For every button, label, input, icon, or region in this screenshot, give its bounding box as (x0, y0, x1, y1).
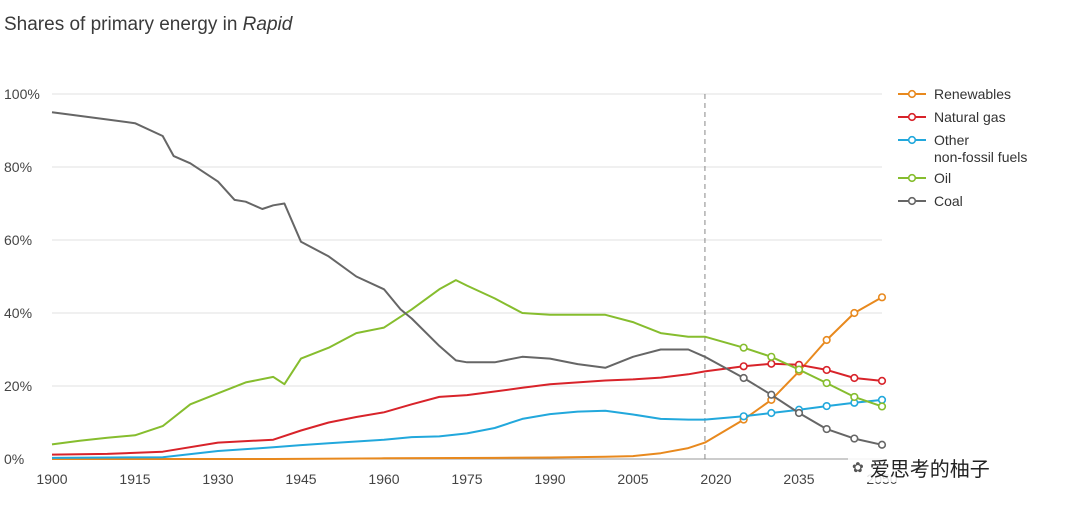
series-line-other-non-fossil-fuels (51, 398, 883, 459)
y-tick-label-0: 0% (4, 451, 24, 467)
series-coal (51, 111, 887, 449)
legend-swatch-marker (907, 89, 917, 99)
legend-item-coal: Coal (898, 193, 963, 209)
x-tick-label-1975: 1975 (451, 471, 482, 487)
chart-title-text: Shares of primary energy in (4, 14, 243, 35)
x-tick-label-2020: 2020 (700, 471, 731, 487)
legend-swatch-marker (907, 173, 917, 183)
watermark-text: 爱思考的柚子 (869, 459, 990, 481)
data-point-natural-gas-2030 (767, 359, 776, 368)
legend-item-oil: Oil (898, 170, 951, 186)
data-point-natural-gas-2045 (850, 373, 859, 383)
data-point-other-non-fossil-fuels-2025 (739, 412, 748, 421)
legend-item-renewables: Renewables (898, 86, 1011, 102)
data-point-renewables-2040 (822, 335, 831, 345)
x-axis-tick-labels: 1900 1915 1930 1945 1960 1975 1990 2005 2020 2035… (36, 471, 897, 487)
y-axis-tick-labels: 0% 20% 40% 60% 80% 100% (4, 86, 40, 467)
y-tick-label-100: 100% (4, 86, 40, 102)
x-tick-label-1945: 1945 (285, 471, 316, 487)
legend-label: Natural gas (934, 109, 1006, 125)
chart-title: Shares of primary energy in Rapid (4, 14, 292, 36)
x-tick-label-1960: 1960 (368, 471, 399, 487)
series-line-coal (51, 111, 883, 446)
x-tick-label-1915: 1915 (119, 471, 150, 487)
wechat-icon: ✿ (852, 459, 864, 475)
data-point-renewables-2045 (850, 308, 859, 318)
series-line-oil (51, 279, 883, 446)
legend-swatch-marker (907, 112, 917, 122)
data-point-coal-2030 (767, 390, 776, 399)
data-point-coal-2035 (794, 408, 804, 418)
y-tick-label-60: 60% (4, 232, 32, 248)
data-point-coal-2025 (739, 373, 748, 383)
series-lines (51, 111, 887, 460)
data-point-oil-2045 (850, 392, 859, 402)
y-tick-label-40: 40% (4, 305, 32, 321)
data-point-oil-2050 (877, 402, 887, 411)
legend-label: Coal (934, 193, 963, 209)
y-tick-label-20: 20% (4, 378, 32, 394)
data-point-oil-2035 (794, 365, 804, 374)
gridlines (52, 93, 882, 460)
legend-label: Oil (934, 170, 951, 186)
x-tick-label-1930: 1930 (202, 471, 233, 487)
series-oil (51, 279, 887, 446)
data-point-natural-gas-2050 (877, 376, 887, 385)
x-tick-label-2005: 2005 (617, 471, 648, 487)
data-point-natural-gas-2025 (739, 362, 748, 371)
x-tick-label-1900: 1900 (36, 471, 67, 487)
x-tick-label-2035: 2035 (783, 471, 814, 487)
series-line-natural-gas (51, 362, 883, 456)
legend-label: Other (934, 132, 969, 148)
series-line-renewables (52, 296, 883, 460)
data-point-coal-2045 (850, 434, 859, 443)
legend-item-natural-gas: Natural gas (898, 109, 1006, 125)
data-point-coal-2050 (877, 440, 887, 449)
data-point-other-non-fossil-fuels-2030 (767, 408, 776, 418)
data-point-renewables-2050 (877, 293, 887, 302)
x-tick-label-1990: 1990 (534, 471, 565, 487)
y-tick-label-80: 80% (4, 159, 32, 175)
chart-title-scenario: Rapid (242, 14, 293, 35)
data-point-oil-2025 (739, 343, 748, 352)
data-point-oil-2030 (767, 352, 776, 361)
data-point-coal-2040 (822, 424, 831, 434)
data-point-other-non-fossil-fuels-2050 (877, 395, 887, 404)
data-point-natural-gas-2040 (822, 365, 831, 375)
data-point-other-non-fossil-fuels-2040 (822, 401, 831, 411)
series-renewables (52, 293, 887, 460)
legend-label: Renewables (934, 86, 1011, 102)
watermark: ✿ 爱思考的柚子 (848, 453, 994, 482)
legend-swatch-marker (907, 135, 917, 145)
series-other-non-fossil-fuels (51, 395, 887, 459)
legend-label: non-fossil fuels (934, 149, 1027, 165)
data-point-oil-2040 (822, 378, 831, 388)
legend-swatch-marker (907, 196, 917, 206)
